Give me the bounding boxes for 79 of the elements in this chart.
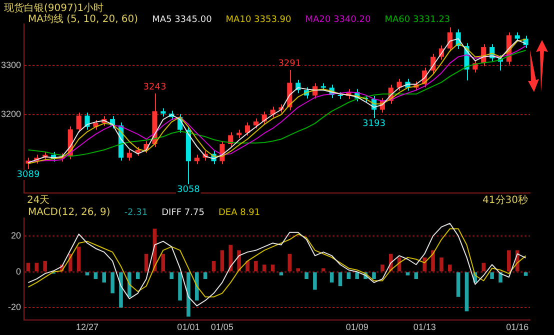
x-tick-label: 01/09	[346, 322, 368, 332]
bar	[380, 264, 384, 272]
bar	[194, 272, 199, 300]
text: DEA 8.91	[218, 208, 260, 218]
bar	[464, 272, 469, 312]
x-tick-label: 01/13	[413, 322, 436, 332]
bar	[186, 272, 190, 317]
bar	[313, 272, 317, 290]
y-tick-label: 3300	[0, 60, 21, 70]
bar	[270, 264, 275, 272]
bar	[144, 254, 148, 272]
bar	[490, 272, 494, 279]
text: MA60 3331.23	[384, 15, 450, 25]
bar	[414, 272, 418, 279]
bar	[448, 264, 452, 272]
x-tick-label: 12/27	[76, 322, 99, 332]
annotation: 3243	[143, 82, 166, 92]
bar	[34, 262, 39, 272]
candlestick	[194, 154, 200, 165]
text: DIFF 7.75	[162, 208, 204, 218]
bar	[296, 268, 300, 272]
bar	[262, 264, 266, 272]
text: 24天	[27, 195, 50, 206]
bar	[128, 272, 132, 297]
bar	[440, 257, 444, 272]
text: MA5 3345.00	[152, 15, 212, 25]
bar	[170, 272, 174, 279]
x-tick-label: 01/16	[506, 322, 529, 332]
bar	[220, 250, 224, 272]
bar	[507, 250, 511, 272]
legend-title: MACD(12, 26, 9)	[28, 207, 110, 218]
candlestick	[76, 112, 82, 133]
annotation: 3193	[362, 118, 386, 129]
bar	[355, 272, 360, 279]
y-tick-label: 20	[10, 230, 21, 240]
bar	[161, 254, 166, 272]
bar	[482, 262, 486, 272]
annotation: 3291	[278, 58, 302, 69]
bar	[203, 272, 208, 279]
x-tick-label: 01/01	[177, 322, 200, 332]
bar	[228, 244, 233, 272]
bar	[26, 262, 30, 272]
series-label: -2.31	[124, 208, 148, 218]
bar	[178, 272, 182, 300]
bar	[94, 272, 98, 279]
bar	[321, 268, 326, 272]
candlestick	[253, 118, 258, 129]
bar	[372, 272, 376, 279]
y-tick-label: 3200	[0, 109, 21, 120]
bar	[422, 257, 426, 272]
bar	[246, 261, 250, 272]
bar	[119, 272, 123, 308]
bar	[330, 272, 334, 283]
bar	[346, 272, 351, 279]
bar	[288, 254, 292, 272]
bar	[136, 272, 140, 279]
bar	[110, 272, 114, 294]
x-tick-label: 01/05	[210, 322, 234, 332]
y-tick-label: -20	[8, 302, 21, 312]
bar	[76, 246, 81, 272]
candlestick	[126, 149, 132, 162]
candlestick	[228, 132, 234, 148]
chart-title: 现货白银(9097)1小时	[4, 2, 104, 14]
y-tick-label: 0	[16, 266, 21, 276]
annotation: 3058	[176, 185, 200, 196]
bar	[212, 261, 216, 272]
bar	[43, 261, 47, 272]
text: MA10 3353.90	[226, 15, 292, 25]
candlestick	[84, 112, 90, 130]
legend-title: MA均线 (5, 10, 20, 60)	[28, 14, 138, 25]
bar	[431, 250, 435, 272]
bar	[456, 272, 460, 297]
bar	[102, 272, 106, 283]
bar	[254, 261, 258, 272]
text: 41分30秒	[482, 195, 528, 206]
text: MA20 3340.20	[305, 15, 371, 25]
annotation: 3089	[16, 170, 40, 180]
bar	[304, 272, 308, 279]
bar	[338, 272, 342, 286]
